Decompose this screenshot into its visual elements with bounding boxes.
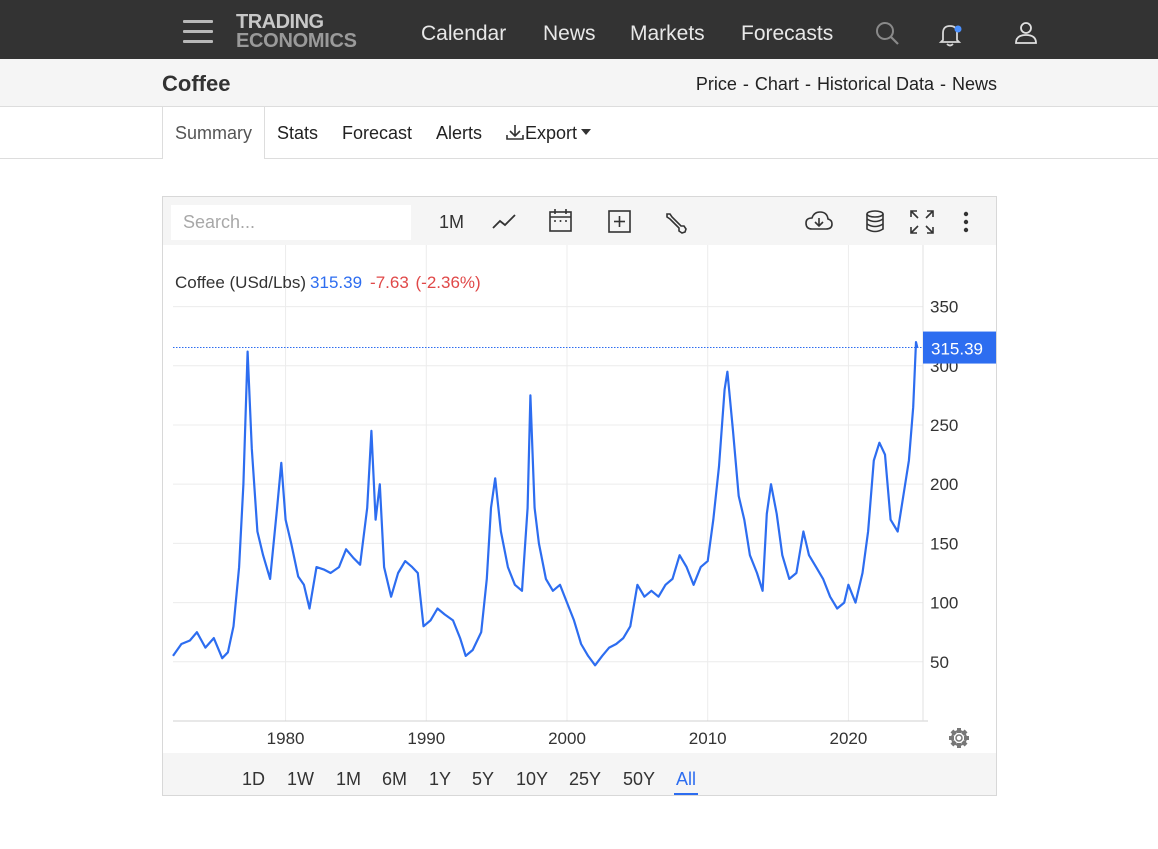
nav-calendar[interactable]: Calendar (421, 22, 507, 45)
search-input[interactable] (171, 205, 411, 240)
tab-export-label: Export (525, 123, 578, 143)
crumb-historical-data[interactable]: Historical Data (816, 74, 934, 94)
range-all[interactable]: All (674, 769, 699, 795)
legend-change: -7.63 (370, 273, 409, 292)
x-tick-label: 2010 (689, 729, 727, 748)
x-tick-label: 1990 (407, 729, 445, 748)
crumb-separator: - (742, 74, 749, 94)
breadcrumb: Price - Chart - Historical Data - News (696, 74, 997, 95)
range-1m[interactable]: 1M (336, 769, 362, 789)
range-bar: 1D 1W 1M 6M 1Y 5Y 10Y 25Y 50Y All (163, 753, 996, 795)
interval-button[interactable]: 1M (439, 212, 465, 232)
range-6m[interactable]: 6M (382, 769, 408, 789)
search-icon[interactable] (874, 20, 900, 46)
logo-line2: ECONOMICS (236, 30, 357, 52)
y-tick-label: 150 (930, 534, 958, 553)
crumb-news[interactable]: News (951, 74, 997, 94)
download-icon (506, 125, 524, 140)
y-tick-label: 50 (930, 653, 949, 672)
crumb-separator: - (939, 74, 946, 94)
range-50y[interactable]: 50Y (623, 769, 656, 789)
legend-price: 315.39 (310, 273, 363, 292)
range-5y[interactable]: 5Y (472, 769, 495, 789)
x-tick-label: 1980 (267, 729, 305, 748)
tabs-bar: Summary Stats Forecast Alerts Export (0, 107, 1158, 159)
x-tick-label: 2020 (830, 729, 868, 748)
title-bar: Coffee Price - Chart - Historical Data - News (0, 59, 1158, 107)
bell-icon[interactable] (937, 20, 965, 48)
nav-markets[interactable]: Markets (630, 22, 705, 45)
chart-panel: 1M (162, 196, 997, 796)
tab-stats[interactable]: Stats (277, 123, 319, 143)
y-tick-label: 250 (930, 416, 958, 435)
nav-forecasts[interactable]: Forecasts (741, 22, 834, 45)
page-title: Coffee (162, 71, 231, 96)
user-icon[interactable] (1014, 20, 1040, 46)
crumb-price[interactable]: Price (695, 74, 737, 94)
range-25y[interactable]: 25Y (569, 769, 602, 789)
last-price-badge-label: 315.39 (931, 340, 983, 359)
add-box-icon[interactable] (607, 209, 633, 235)
range-1w[interactable]: 1W (287, 769, 314, 789)
last-price-badge (923, 331, 996, 364)
nav-news[interactable]: News (543, 22, 596, 45)
cloud-download-icon[interactable] (804, 209, 834, 235)
chart-toolbar: 1M (163, 197, 996, 245)
database-icon[interactable] (865, 209, 885, 235)
caret-down-icon (581, 129, 592, 135)
y-tick-label: 200 (930, 475, 958, 494)
hamburger-menu-icon[interactable] (183, 20, 213, 44)
tab-summary[interactable]: Summary (162, 107, 266, 159)
range-1y[interactable]: 1Y (429, 769, 452, 789)
legend-change-pct: (-2.36%) (415, 273, 481, 292)
range-10y[interactable]: 10Y (516, 769, 549, 789)
logo-line1: TRADING (236, 11, 324, 33)
x-tick-label: 2000 (548, 729, 586, 748)
notification-dot (954, 25, 962, 33)
crumb-separator: - (804, 74, 811, 94)
price-series-line[interactable] (172, 341, 919, 667)
line-chart-icon[interactable] (491, 211, 517, 231)
crumb-chart[interactable]: Chart (754, 74, 799, 94)
tab-export[interactable]: Export (505, 123, 592, 144)
calendar-icon[interactable] (548, 208, 574, 234)
chart-legend: Coffee (USd/Lbs) 315.39 -7.63 (-2.36%) (175, 273, 481, 293)
legend-name: Coffee (USd/Lbs) (175, 273, 307, 292)
y-tick-label: 350 (930, 298, 958, 317)
range-1d[interactable]: 1D (242, 769, 266, 789)
tab-forecast[interactable]: Forecast (342, 123, 413, 143)
fullscreen-icon[interactable] (909, 209, 935, 235)
top-navbar: TRADING ECONOMICS Calendar News Markets … (0, 0, 1158, 59)
settings-gear-icon[interactable] (949, 728, 969, 748)
logo[interactable]: TRADING ECONOMICS (236, 11, 357, 52)
wrench-icon[interactable] (663, 210, 689, 236)
more-vertical-icon[interactable] (963, 211, 969, 233)
tab-alerts[interactable]: Alerts (436, 123, 483, 143)
y-tick-label: 100 (930, 594, 958, 613)
